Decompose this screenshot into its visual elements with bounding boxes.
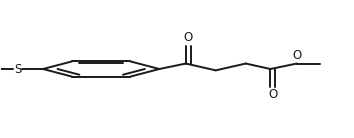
Text: O: O [184, 31, 193, 44]
Text: O: O [292, 49, 302, 62]
Text: O: O [268, 88, 278, 101]
Text: S: S [14, 63, 21, 75]
